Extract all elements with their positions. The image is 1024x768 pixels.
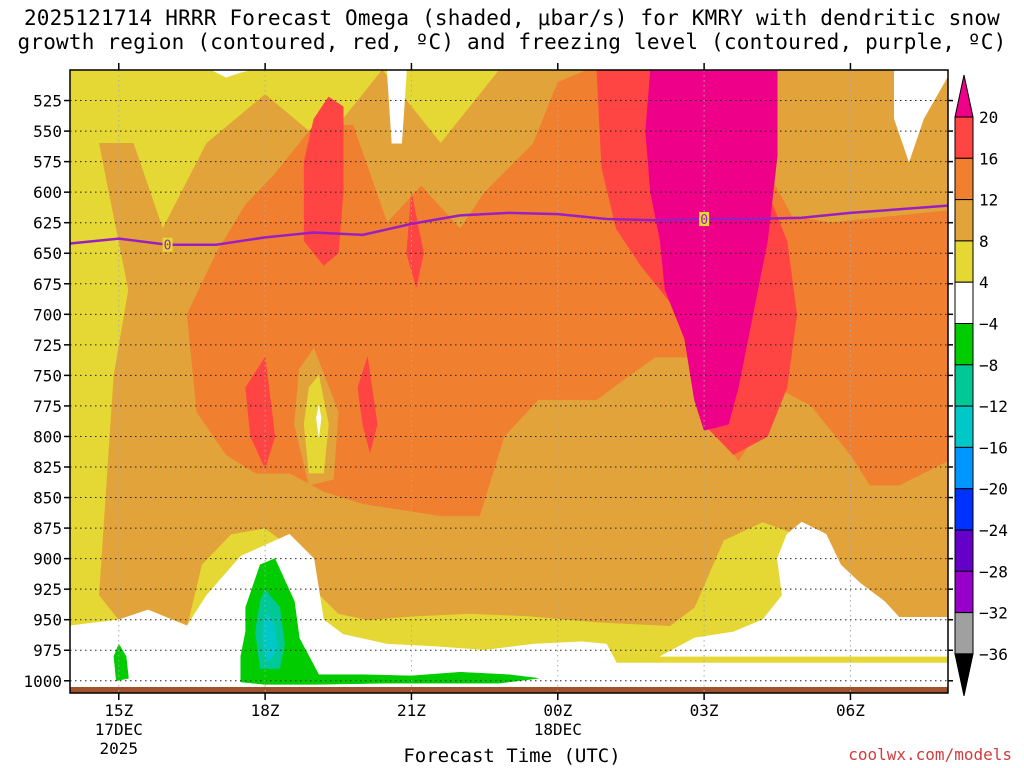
chart-title-line-2: growth region (contoured, red, ºC) and f…: [17, 30, 1007, 54]
x-axis-label: Forecast Time (UTC): [403, 745, 621, 767]
colorbar-top-arrow: [954, 74, 974, 118]
x-tick-label-00Z: 00Z: [543, 701, 572, 720]
x-tick-date-15Z: 17DEC: [95, 720, 143, 739]
credit-link[interactable]: coolwx.com/models: [848, 745, 1012, 764]
colorbar-label-3: 8: [979, 232, 989, 251]
omega-region-15: [70, 533, 617, 669]
y-tick-label-700: 700: [33, 305, 62, 324]
omega-region-16: [660, 521, 948, 657]
omega-region-11: [316, 405, 322, 437]
y-tick-label-875: 875: [33, 519, 62, 538]
omega-region-13: [386, 70, 407, 144]
omega-region-12: [211, 70, 251, 78]
colorbar-box-2: [954, 199, 974, 242]
omega-region-6: [406, 192, 424, 288]
plot-frame: [69, 69, 949, 694]
contour-label-bg-0: [162, 237, 173, 252]
colorbar-box-4: [954, 281, 974, 325]
colorbar-label-10: −24: [979, 521, 1008, 540]
y-tick-label-550: 550: [33, 122, 62, 141]
y-tick-label-725: 725: [33, 336, 62, 355]
colorbar-box-3: [954, 240, 974, 283]
colorbar-label-2: 12: [979, 191, 998, 210]
y-tick-label-900: 900: [33, 550, 62, 569]
colorbar-box-7: [954, 405, 974, 448]
y-tick-label-575: 575: [33, 153, 62, 172]
colorbar-box-10: [954, 529, 974, 572]
y-tick-label-925: 925: [33, 580, 62, 599]
y-tick-label-750: 750: [33, 366, 62, 385]
omega-region-17: [113, 643, 129, 682]
colorbar-label-5: −4: [979, 315, 998, 334]
y-tick-label-850: 850: [33, 489, 62, 508]
colorbar-box-9: [954, 488, 974, 531]
x-tick-label-18Z: 18Z: [251, 701, 280, 720]
axes: 525 550 575 600 625 650 675 700 725 750 775 800 825 8…: [23, 63, 953, 758]
x-tick-label-15Z: 15Z: [104, 701, 133, 720]
y-tick-label-650: 650: [33, 244, 62, 263]
omega-region-14: [894, 70, 948, 163]
colorbar-box-8: [954, 446, 974, 490]
y-tick-label-625: 625: [33, 214, 62, 233]
omega-region-7: [245, 356, 276, 469]
contour-label-bg-1: [699, 212, 710, 227]
y-tick-label-600: 600: [33, 183, 62, 202]
y-tick-label-950: 950: [33, 611, 62, 630]
freezing-level-label-1: 0: [700, 213, 708, 228]
plot-area: [70, 70, 948, 693]
freezing-level-label-0: 0: [164, 239, 172, 254]
y-tick-label-675: 675: [33, 275, 62, 294]
colorbar-label-1: 16: [979, 149, 998, 168]
colorbar-bottom-arrow: [954, 653, 974, 697]
colorbar-box-12: [954, 612, 974, 655]
colorbar-label-4: 4: [979, 273, 989, 292]
y-tick-label-975: 975: [33, 641, 62, 660]
y-tick-label-800: 800: [33, 427, 62, 446]
x-tick-label-21Z: 21Z: [397, 701, 426, 720]
colorbar-label-0: 20: [979, 108, 998, 127]
colorbar-label-11: −28: [979, 562, 1008, 581]
colorbar-label-8: −16: [979, 438, 1008, 457]
freezing-level-contour: [69, 204, 949, 246]
ground-strip: [70, 687, 948, 693]
y-tick-label-1000: 1000: [23, 672, 62, 691]
colorbar-box-6: [954, 364, 974, 407]
colorbar-box-1: [954, 157, 974, 201]
colorbar-box-5: [954, 323, 974, 366]
colorbar-label-12: −32: [979, 604, 1008, 623]
y-tick-label-775: 775: [33, 397, 62, 416]
grid-lines: 00: [69, 70, 949, 693]
x-tick-date-00Z: 18DEC: [534, 720, 582, 739]
colorbar-label-13: −36: [979, 645, 1008, 664]
colorbar-label-7: −12: [979, 397, 1008, 416]
omega-region-18: [240, 558, 539, 685]
omega-region-5: [303, 96, 344, 266]
x-tick-label-03Z: 03Z: [690, 701, 719, 720]
y-tick-label-825: 825: [33, 458, 62, 477]
colorbar-box-0: [954, 116, 974, 159]
omega-region-8: [357, 357, 378, 454]
y-tick-label-525: 525: [33, 92, 62, 111]
x-tick-label-06Z: 06Z: [836, 701, 865, 720]
colorbar-label-6: −8: [979, 356, 998, 375]
x-tick-year-15Z: 2025: [100, 739, 139, 758]
chart-title-line-1: 2025121714 HRRR Forecast Omega (shaded, …: [23, 6, 1001, 30]
colorbar: 20 16 12 8 4 −4 −8 −12 −16 −20 −24 −28 −32 −36: [954, 74, 1008, 697]
chart-title: 2025121714 HRRR Forecast Omega (shaded, …: [0, 6, 1024, 54]
omega-region-10: [303, 374, 329, 474]
colorbar-box-11: [954, 570, 974, 614]
colorbar-label-9: −20: [979, 480, 1008, 499]
